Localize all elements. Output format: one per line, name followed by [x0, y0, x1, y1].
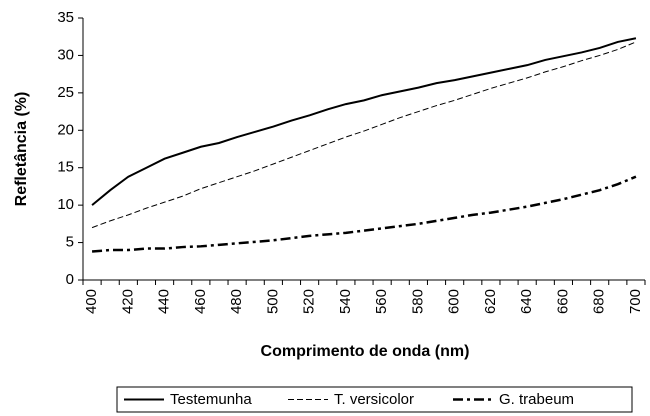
y-tick-label: 10 — [57, 196, 74, 213]
legend-label: Testemunha — [170, 391, 252, 408]
y-axis-label: Refletância (%) — [13, 92, 30, 207]
x-tick-label: 600 — [446, 289, 463, 314]
y-tick-label: 20 — [57, 121, 74, 138]
series-line — [91, 41, 637, 229]
x-tick-label: 620 — [482, 289, 499, 314]
x-tick-label: 680 — [591, 289, 608, 314]
x-tick-label: 640 — [518, 289, 535, 314]
x-tick-label: 480 — [228, 289, 245, 314]
y-tick-label: 15 — [57, 159, 74, 176]
series-line — [91, 175, 637, 253]
x-axis-label: Comprimento de onda (nm) — [261, 343, 470, 360]
y-tick-label: 35 — [57, 9, 74, 26]
x-tick-label: 520 — [301, 289, 318, 314]
legend-label: T. versicolor — [334, 391, 414, 408]
x-tick-label: 440 — [156, 289, 173, 314]
legend-label: G. trabeum — [499, 391, 574, 408]
y-tick-label: 25 — [57, 84, 74, 101]
x-tick-label: 580 — [409, 289, 426, 314]
x-tick-label: 420 — [119, 289, 136, 314]
y-tick-label: 0 — [66, 271, 74, 288]
y-tick-label: 5 — [66, 234, 74, 251]
x-tick-label: 700 — [627, 289, 644, 314]
x-tick-label: 560 — [373, 289, 390, 314]
x-tick-label: 660 — [554, 289, 571, 314]
legend-box — [116, 386, 633, 413]
y-tick-label: 30 — [57, 46, 74, 63]
x-tick-label: 460 — [192, 289, 209, 314]
x-tick-label: 540 — [337, 289, 354, 314]
x-tick-label: 500 — [264, 289, 281, 314]
series-line — [91, 37, 637, 206]
x-tick-label: 400 — [83, 289, 100, 314]
